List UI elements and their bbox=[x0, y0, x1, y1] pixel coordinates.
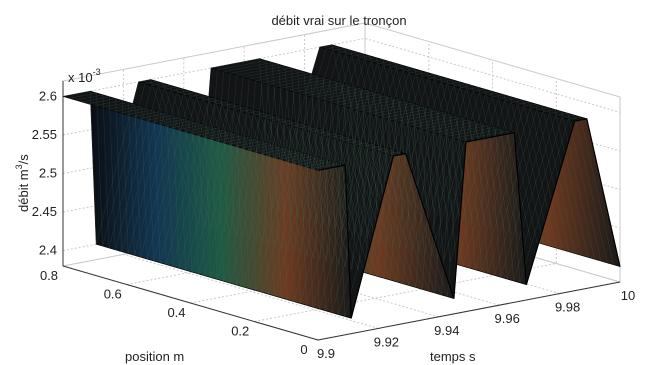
surface-mesh-line bbox=[203, 85, 506, 285]
x-axis-label: temps s bbox=[430, 349, 476, 364]
z-tick-label: 2.4 bbox=[39, 243, 57, 258]
x-tick-label: 10 bbox=[621, 288, 635, 303]
surface-mesh-line bbox=[120, 61, 423, 261]
surface-mesh-line bbox=[292, 111, 595, 311]
surface-mesh-line bbox=[69, 46, 372, 247]
surface-mesh-line bbox=[145, 68, 449, 269]
surface-mesh-line bbox=[158, 72, 461, 273]
z-axis-label: débit m3/s bbox=[14, 154, 31, 212]
z-tick-label: 2.5 bbox=[39, 166, 57, 181]
surface-mesh-line bbox=[107, 57, 410, 258]
surface-mesh-line bbox=[164, 74, 468, 274]
surface-mesh-line bbox=[139, 66, 442, 267]
surface-mesh-line bbox=[305, 114, 608, 315]
surface-mesh-line bbox=[101, 55, 404, 256]
surface-mesh-line bbox=[152, 70, 455, 271]
tick-labels: 9.9 9.92 9.94 9.96 9.98 10 0 0.2 0.4 0.6 0.8 2.4 2.4… bbox=[32, 88, 636, 361]
surface-mesh-line bbox=[311, 116, 614, 317]
surface-mesh-line bbox=[241, 96, 544, 297]
surface-mesh-line bbox=[196, 83, 500, 284]
surface-mesh-line bbox=[113, 59, 417, 260]
surface-mesh-line bbox=[222, 90, 525, 291]
surface-front-edge bbox=[317, 118, 621, 319]
surface-mesh-line bbox=[177, 77, 481, 278]
x-tick-label: 9.94 bbox=[434, 323, 459, 338]
surface-mesh-line bbox=[82, 50, 385, 250]
y-axis-line bbox=[62, 265, 319, 341]
y-tick-label: 0.6 bbox=[104, 287, 122, 302]
surface-mesh-line bbox=[209, 87, 512, 287]
surface-mesh-line bbox=[171, 75, 474, 276]
surface-mesh-line bbox=[184, 79, 487, 280]
surface-mesh-line bbox=[133, 64, 436, 265]
surface-mesh-line bbox=[254, 100, 557, 300]
surface-mesh-line bbox=[88, 51, 391, 252]
x-tick-label: 9.9 bbox=[317, 346, 335, 361]
surface-mesh-line bbox=[62, 44, 366, 245]
surface-mesh-line bbox=[190, 81, 493, 282]
y-tick-label: 0.2 bbox=[231, 324, 249, 339]
z-tick-label: 2.45 bbox=[32, 204, 57, 219]
surface-mesh-line bbox=[94, 53, 398, 254]
surface-mesh-line bbox=[298, 112, 602, 313]
surface-mesh-line bbox=[126, 63, 430, 263]
y-axis-label: position m bbox=[125, 349, 184, 364]
x-tick-label: 9.96 bbox=[495, 311, 520, 326]
surface-mesh-line bbox=[273, 105, 576, 306]
x-tick-label: 9.98 bbox=[555, 300, 580, 315]
surface-mesh-line bbox=[247, 98, 551, 298]
surface-plot bbox=[62, 44, 621, 319]
surface-mesh-line bbox=[235, 94, 538, 295]
y-tick-label: 0 bbox=[300, 342, 307, 357]
y-tick-label: 0.4 bbox=[167, 305, 185, 320]
z-gridline bbox=[62, 37, 621, 113]
surface-mesh-line bbox=[75, 48, 379, 248]
surface-mesh-line bbox=[279, 107, 583, 308]
y-tick-label: 0.8 bbox=[40, 268, 58, 283]
z-tick-label: 2.6 bbox=[39, 88, 57, 103]
surface-mesh-line bbox=[266, 103, 570, 304]
z-multiplier: x 10-3 bbox=[68, 67, 101, 85]
x-axis-line bbox=[317, 281, 621, 341]
x-tick-label: 9.92 bbox=[374, 334, 399, 349]
surface-mesh-line bbox=[228, 92, 532, 293]
z-tick-label: 2.55 bbox=[32, 127, 57, 142]
surface-mesh-line bbox=[286, 109, 589, 310]
surface-mesh-line bbox=[260, 101, 563, 302]
chart-title: débit vrai sur le tronçon bbox=[271, 13, 406, 28]
surface-mesh-line bbox=[215, 88, 519, 289]
